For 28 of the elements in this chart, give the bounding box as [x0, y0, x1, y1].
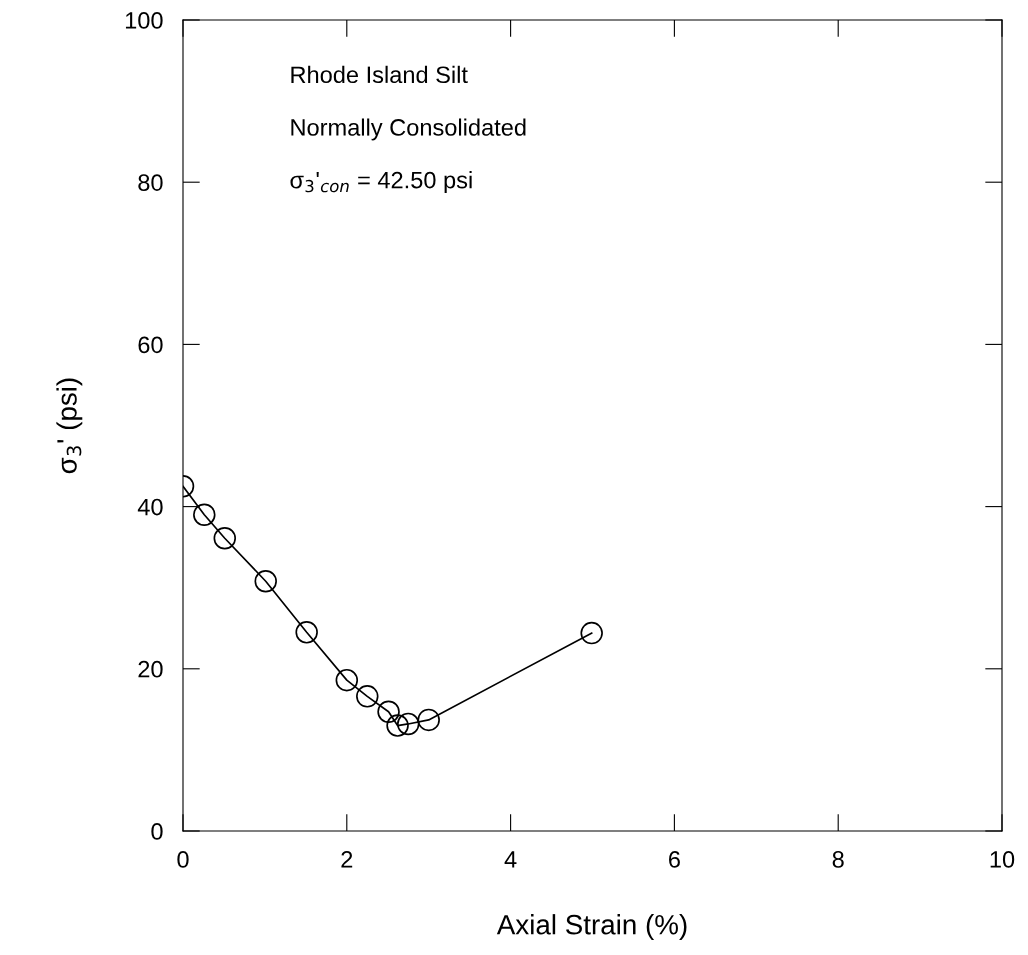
y-tick-label: 20	[138, 660, 163, 678]
y-tick-label: 40	[137, 498, 163, 516]
y-tick-label: 80	[138, 174, 163, 191]
y-tick-label: 100	[125, 12, 163, 29]
point	[254, 569, 277, 593]
point	[417, 708, 440, 732]
annotation: Rhode Island Silt	[291, 65, 468, 84]
x-tick-label: 8	[832, 851, 844, 868]
y-tick-label: 60	[138, 336, 163, 354]
annotation: σ$_{3}$'$_{con}$ = 42.50 psi	[290, 171, 472, 194]
point	[335, 668, 359, 692]
point	[356, 685, 379, 708]
y-axis-title: σ$_{3}$' (psi)	[56, 378, 83, 474]
x-tick-label: 2	[341, 851, 353, 868]
x-tick-label: 6	[669, 851, 680, 868]
x-tick-label: 10	[990, 851, 1015, 868]
point	[386, 714, 409, 737]
point	[295, 621, 318, 644]
y-tick-label: 0	[151, 823, 163, 840]
x-tick-label: 4	[504, 851, 517, 868]
point	[213, 526, 237, 550]
point	[396, 712, 420, 736]
annotation: Normally Consolidated	[291, 118, 526, 141]
point	[377, 700, 400, 724]
point	[193, 503, 216, 526]
point	[580, 621, 603, 645]
x-tick-label: 0	[177, 851, 189, 868]
x-axis-title: Axial Strain (%)	[496, 914, 687, 940]
